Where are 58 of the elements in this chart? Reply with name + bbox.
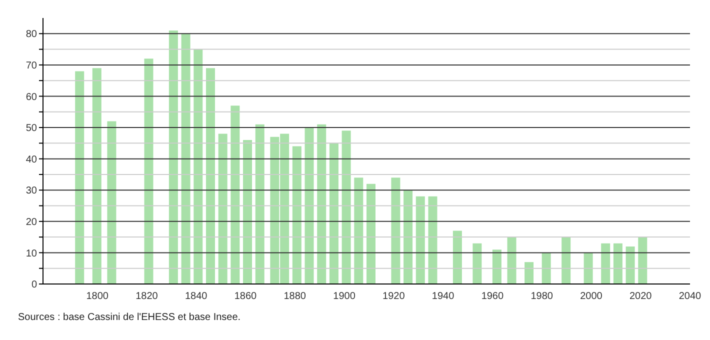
bar [255,124,264,284]
bar [638,237,648,284]
y-tick-label: 0 [31,280,38,291]
bar [75,71,84,284]
bar [342,130,351,284]
bar [404,190,413,284]
x-tick-label: 1880 [284,291,306,302]
bar [230,106,240,284]
x-tick-label: 1900 [333,291,356,302]
bar [613,243,622,284]
bar [542,252,551,284]
bar [452,230,462,284]
y-tick-label: 10 [26,248,38,260]
source-note: Sources : base Cassini de l'EHESS et base Insee. [18,312,242,323]
y-tick-label: 20 [26,216,38,228]
y-tick-label: 70 [26,60,38,72]
y-tick-label: 50 [26,123,38,134]
bar [168,30,178,284]
bar [584,252,593,284]
bar [354,178,364,284]
y-tick-label: 80 [26,29,38,40]
bar [181,34,190,284]
bar [107,121,116,284]
x-tick-label: 1980 [530,291,554,302]
bar [317,124,326,284]
x-tick-label: 1860 [234,291,258,302]
bar [562,237,571,284]
bar [92,68,102,284]
bar [601,243,610,284]
x-tick-label: 1820 [136,291,158,302]
y-tick-label: 60 [26,92,38,103]
bar [218,134,228,284]
x-tick-label: 2040 [678,291,702,302]
bar [292,146,302,284]
x-tick-label: 1840 [184,291,208,302]
x-tick-label: 2020 [629,291,652,302]
x-tick-label: 1800 [86,291,109,302]
bar [304,128,314,284]
bar [626,246,635,284]
bar [472,243,482,284]
bar [492,250,502,284]
bar [366,184,376,284]
bar [206,68,215,284]
bar [194,49,203,284]
bar [391,178,400,284]
y-tick-label: 30 [26,186,38,197]
bar [243,140,252,284]
bar [329,143,338,284]
bar [416,196,425,284]
y-tick-label: 40 [26,154,38,166]
x-tick-label: 1920 [382,291,406,302]
x-tick-label: 1960 [481,291,504,302]
x-tick-label: 2000 [580,291,603,302]
bar [524,262,534,284]
bar [144,58,154,284]
x-tick-label: 1940 [432,291,455,302]
bar [428,196,438,284]
bar [507,237,516,284]
